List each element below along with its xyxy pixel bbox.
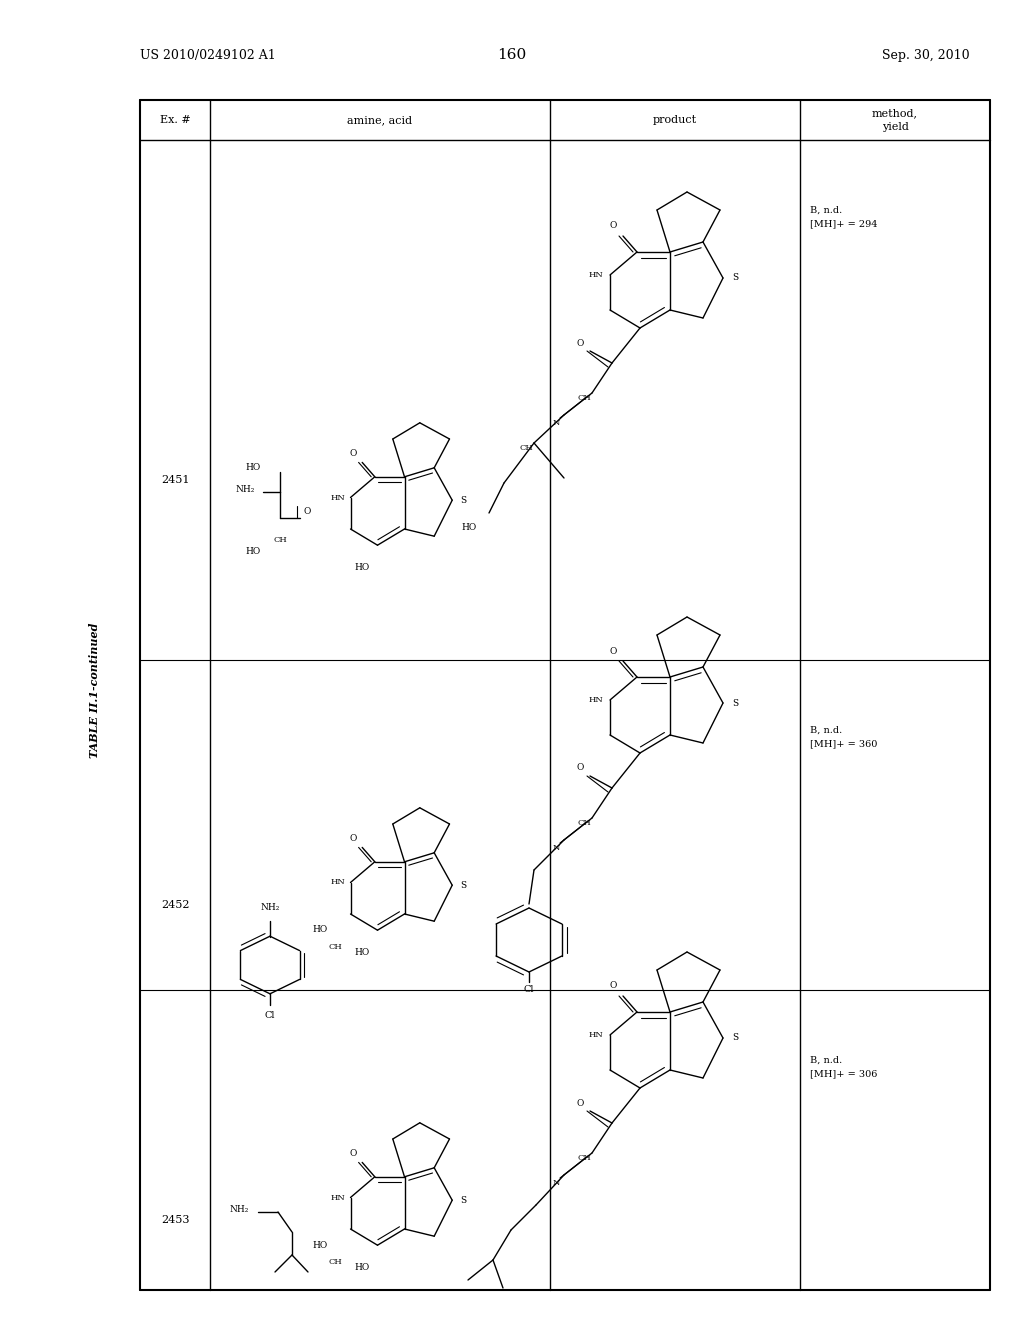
Text: O: O: [577, 338, 584, 347]
Text: HO: HO: [355, 562, 370, 572]
Text: S: S: [732, 698, 738, 708]
Text: HN: HN: [331, 494, 345, 502]
Text: O: O: [577, 1098, 584, 1107]
Text: O: O: [609, 222, 616, 231]
Text: O: O: [349, 1148, 357, 1158]
Text: HO: HO: [246, 548, 261, 557]
Text: HN: HN: [331, 879, 345, 887]
Text: method,: method,: [872, 108, 918, 117]
Text: HN: HN: [589, 1031, 603, 1039]
Text: [MH]+ = 306: [MH]+ = 306: [810, 1069, 878, 1078]
Text: O: O: [303, 507, 310, 516]
Text: N: N: [552, 1179, 560, 1187]
Text: N: N: [552, 418, 560, 426]
Text: HN: HN: [589, 696, 603, 704]
Text: 160: 160: [498, 48, 526, 62]
Text: NH₂: NH₂: [234, 486, 254, 495]
Text: CH: CH: [273, 536, 287, 544]
Text: CH: CH: [578, 818, 591, 828]
Text: HO: HO: [246, 463, 261, 473]
Text: CH: CH: [578, 1154, 591, 1162]
Text: 2453: 2453: [161, 1214, 189, 1225]
Text: O: O: [349, 834, 357, 843]
Text: CH: CH: [328, 1258, 342, 1266]
Text: HO: HO: [355, 1263, 370, 1271]
Text: HO: HO: [312, 1241, 328, 1250]
Text: Ex. #: Ex. #: [160, 115, 190, 125]
Text: CH: CH: [519, 444, 532, 451]
Text: O: O: [609, 647, 616, 656]
Text: S: S: [732, 273, 738, 282]
Text: TABLE II.1-continued: TABLE II.1-continued: [89, 622, 100, 758]
Text: HO: HO: [462, 524, 476, 532]
Text: NH₂: NH₂: [230, 1205, 250, 1214]
Text: S: S: [460, 1196, 466, 1205]
Text: [MH]+ = 360: [MH]+ = 360: [810, 739, 878, 748]
Text: Cl: Cl: [523, 986, 535, 994]
Text: yield: yield: [882, 121, 908, 132]
Text: CH: CH: [328, 942, 342, 950]
Text: HO: HO: [355, 948, 370, 957]
Text: B, n.d.: B, n.d.: [810, 1056, 843, 1064]
Text: O: O: [577, 763, 584, 772]
Text: S: S: [460, 496, 466, 504]
Text: B, n.d.: B, n.d.: [810, 206, 843, 214]
Text: O: O: [609, 982, 616, 990]
Text: amine, acid: amine, acid: [347, 115, 413, 125]
Text: N: N: [552, 843, 560, 851]
Text: 2452: 2452: [161, 900, 189, 909]
Text: NH₂: NH₂: [260, 903, 280, 912]
Text: Sep. 30, 2010: Sep. 30, 2010: [883, 49, 970, 62]
Text: [MH]+ = 294: [MH]+ = 294: [810, 219, 878, 228]
Text: HO: HO: [312, 925, 328, 935]
Text: 2451: 2451: [161, 475, 189, 484]
Text: O: O: [349, 449, 357, 458]
Text: US 2010/0249102 A1: US 2010/0249102 A1: [140, 49, 275, 62]
Text: product: product: [653, 115, 697, 125]
Text: CH: CH: [578, 393, 591, 403]
Text: B, n.d.: B, n.d.: [810, 726, 843, 734]
Text: HN: HN: [589, 271, 603, 279]
Text: S: S: [460, 880, 466, 890]
Text: S: S: [732, 1034, 738, 1043]
Text: Cl: Cl: [265, 1011, 275, 1019]
Text: HN: HN: [331, 1193, 345, 1201]
